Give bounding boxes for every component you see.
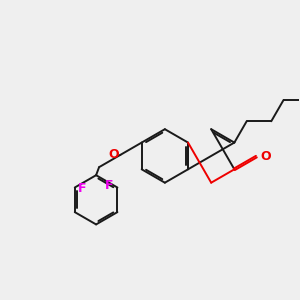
Text: F: F	[78, 182, 87, 196]
Text: O: O	[108, 148, 119, 161]
Text: F: F	[105, 178, 114, 192]
Text: O: O	[260, 150, 271, 163]
